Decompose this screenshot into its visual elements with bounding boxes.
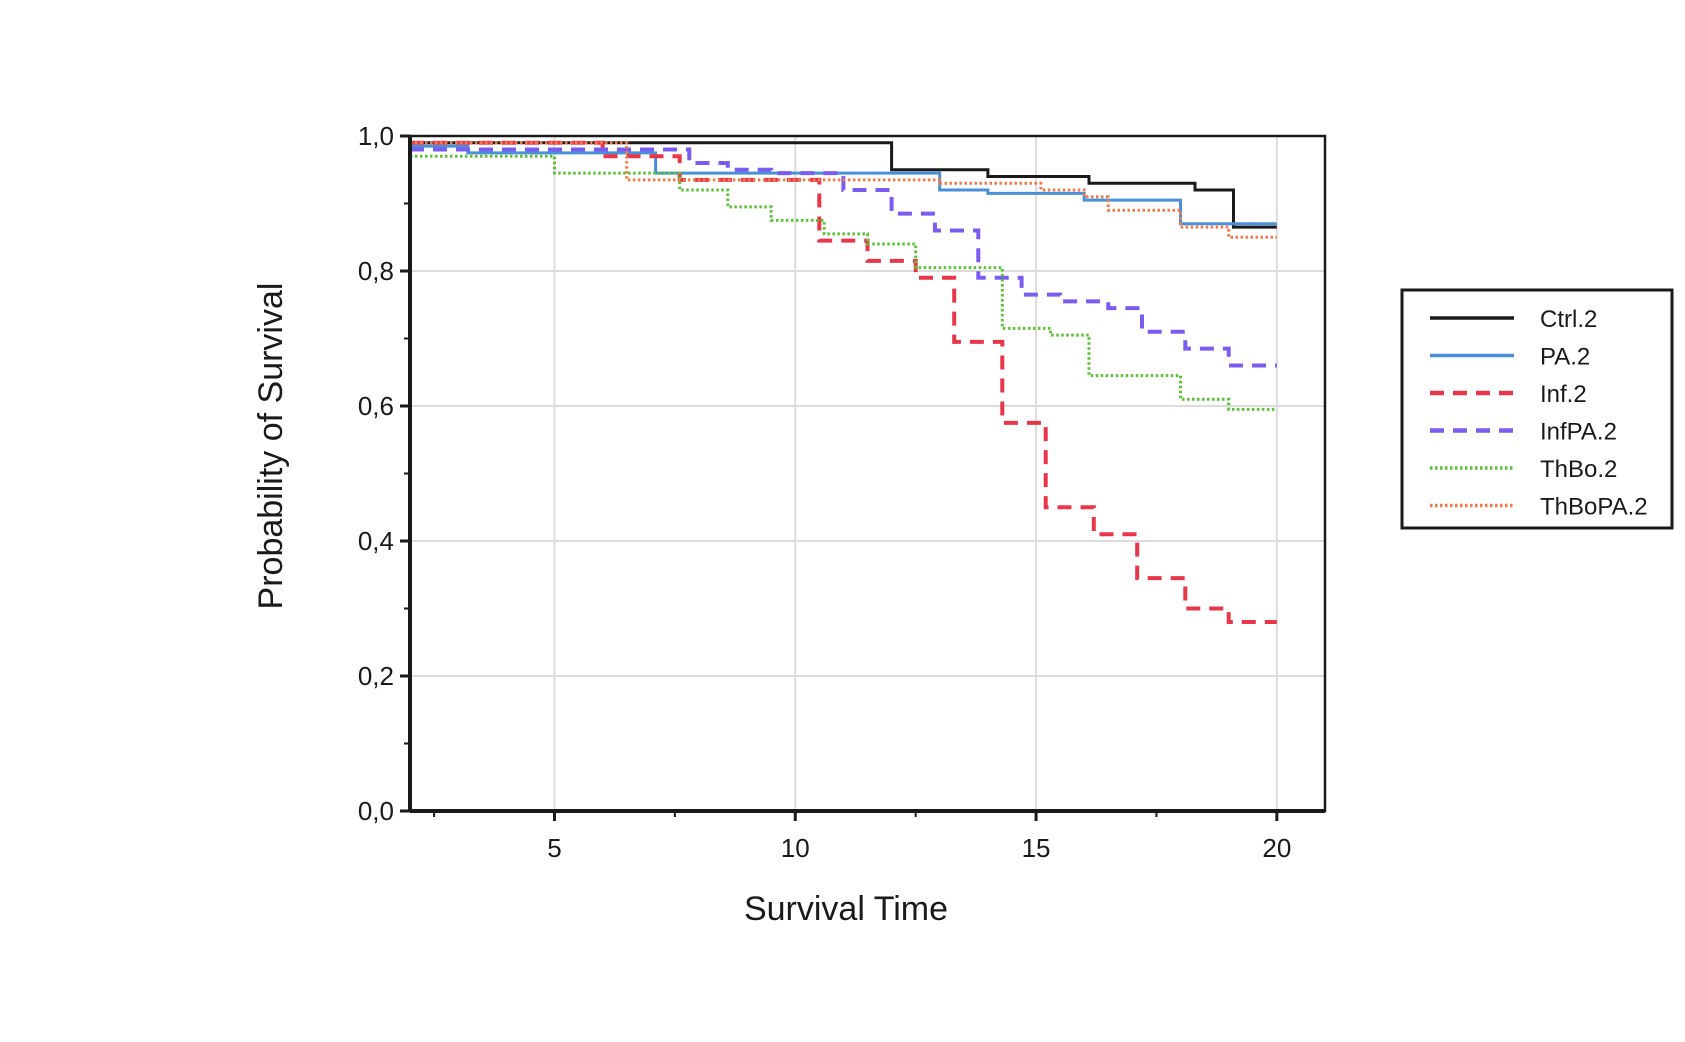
x-tick-label: 10 (781, 833, 810, 863)
y-axis-title: Probability of Survival (252, 283, 290, 610)
x-tick-label: 5 (547, 833, 561, 863)
series-line-ctrl-2 (410, 141, 1277, 229)
legend-box (1400, 288, 1674, 530)
y-tick-label: 0,4 (358, 526, 394, 556)
x-tick-label: 20 (1262, 833, 1291, 863)
y-tick-label: 0,8 (358, 256, 394, 286)
grid (410, 135, 1325, 811)
y-tick-label: 0,0 (358, 796, 394, 826)
series-layer (410, 140, 1277, 624)
y-tick-label: 0,2 (358, 661, 394, 691)
x-axis-title: Survival Time (744, 890, 948, 928)
series-line-infpa-2 (410, 147, 1277, 368)
series-line-pa-2 (410, 144, 1277, 226)
y-tick-label: 1,0 (358, 121, 394, 151)
legend-label: Inf.2 (1540, 381, 1587, 408)
legend-label: Ctrl.2 (1540, 306, 1597, 333)
series-line-inf-2 (410, 140, 1277, 624)
ticks: 0,0 0,2 0,4 0,6 0,8 1,0 5 10 15 20 (358, 121, 1291, 863)
legend-label: PA.2 (1540, 344, 1590, 371)
plot-frame (408, 134, 1327, 813)
y-tick-label: 0,6 (358, 391, 394, 421)
legend-label: ThBoPA.2 (1540, 494, 1648, 521)
series-line-thbo-2 (410, 154, 1277, 411)
x-tick-label: 15 (1022, 833, 1051, 863)
legend-label: ThBo.2 (1540, 456, 1617, 483)
series-line-thbopa-2 (410, 141, 1277, 239)
legend: Ctrl.2 PA.2 Inf.2 InfPA.2 ThBo.2 ThBoPA.2 (1400, 288, 1674, 530)
legend-label: InfPA.2 (1540, 419, 1617, 446)
